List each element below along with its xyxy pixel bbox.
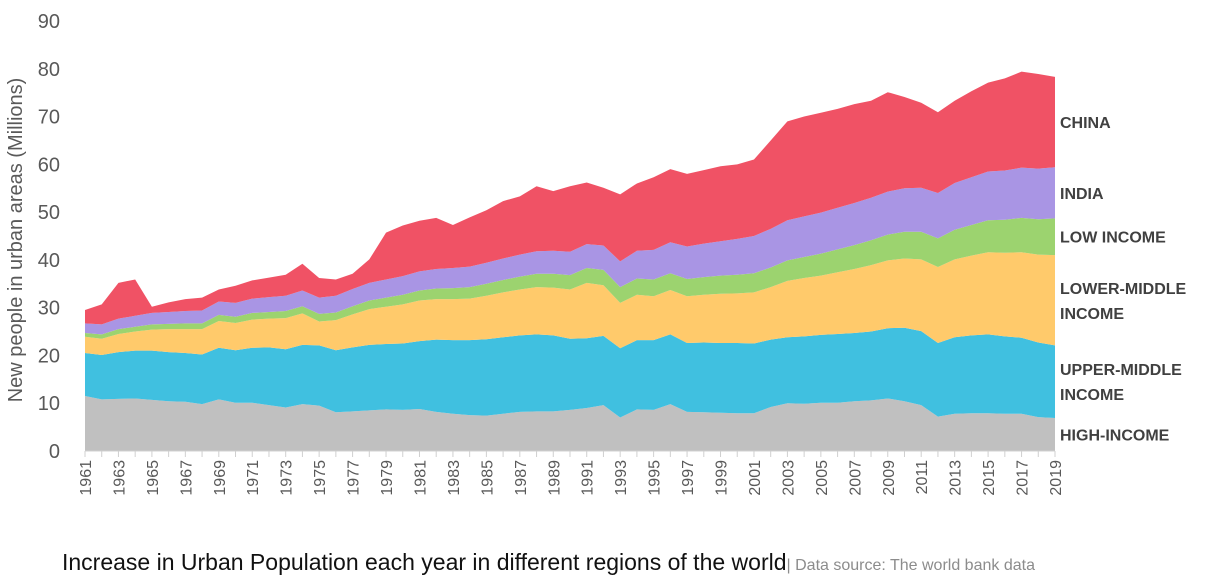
x-tick-label: 1979 xyxy=(379,460,396,496)
y-tick-label: 60 xyxy=(38,154,60,176)
y-tick-label: 30 xyxy=(38,298,60,320)
x-tick-label: 2009 xyxy=(881,460,898,496)
x-tick-label: 1975 xyxy=(312,460,329,496)
series-label-lower-middle-income: LOWER-MIDDLE xyxy=(1060,281,1187,298)
x-axis: 1961 1963 1965 1967 1969 1971 1973 1975 1977 1979… xyxy=(78,450,1065,496)
series-areas xyxy=(85,71,1055,451)
data-source-note: | Data source: The world bank data xyxy=(786,557,1035,574)
y-tick-label: 20 xyxy=(38,345,60,367)
series-label-low-income: LOW INCOME xyxy=(1060,230,1166,247)
series-label-upper-middle-income: UPPER-MIDDLE xyxy=(1060,362,1182,379)
chart-caption: Increase in Urban Population each year i… xyxy=(62,549,1035,576)
area-india xyxy=(85,167,1055,335)
series-label-upper-middle-income: INCOME xyxy=(1060,387,1124,404)
area-lower-middle-income xyxy=(85,252,1055,355)
series-label-china: CHINA xyxy=(1060,115,1111,132)
x-tick-label: 2005 xyxy=(814,460,831,496)
x-tick-label: 1963 xyxy=(111,460,128,496)
y-tick-label: 40 xyxy=(38,250,60,272)
series-label-lower-middle-income: INCOME xyxy=(1060,306,1124,323)
x-tick-label: 1973 xyxy=(279,460,296,496)
x-tick-label: 1993 xyxy=(613,460,630,496)
x-tick-label: 2003 xyxy=(780,460,797,496)
x-tick-label: 1961 xyxy=(78,460,95,496)
x-tick-label: 1995 xyxy=(647,460,664,496)
x-tick-label: 1989 xyxy=(546,460,563,496)
area-low-income xyxy=(85,217,1055,339)
x-tick-label: 1965 xyxy=(145,460,162,496)
area-high-income xyxy=(85,396,1055,451)
series-label-high-income: HIGH-INCOME xyxy=(1060,428,1170,445)
series-label-india: INDIA xyxy=(1060,186,1104,203)
x-tick-label: 1971 xyxy=(245,460,262,496)
x-tick-label: 2019 xyxy=(1048,460,1065,496)
x-tick-label: 1991 xyxy=(580,460,597,496)
x-tick-label: 1985 xyxy=(479,460,496,496)
x-tick-label: 2007 xyxy=(847,460,864,496)
y-axis: 0 10 20 30 40 50 60 70 80 90 xyxy=(38,11,60,463)
y-axis-label: New people in urban areas (Millions) xyxy=(5,78,27,403)
x-tick-label: 2015 xyxy=(981,460,998,496)
y-tick-label: 0 xyxy=(49,441,60,463)
x-tick-label: 1977 xyxy=(346,460,363,496)
chart-title: Increase in Urban Population each year i… xyxy=(62,549,787,575)
y-tick-label: 80 xyxy=(38,59,60,81)
x-tick-label: 1983 xyxy=(446,460,463,496)
x-tick-label: 2017 xyxy=(1015,460,1032,496)
x-tick-label: 1997 xyxy=(680,460,697,496)
y-tick-label: 70 xyxy=(38,107,60,129)
series-labels: HIGH-INCOME UPPER-MIDDLE INCOME LOWER-MIDDL… xyxy=(1060,115,1187,444)
x-tick-label: 2011 xyxy=(914,460,931,495)
area-upper-middle-income xyxy=(85,327,1055,419)
x-tick-label: 2013 xyxy=(948,460,965,496)
x-tick-label: 1981 xyxy=(412,460,429,496)
x-tick-label: 1987 xyxy=(513,460,530,496)
x-tick-label: 1969 xyxy=(212,460,229,496)
y-tick-label: 50 xyxy=(38,202,60,224)
y-tick-label: 90 xyxy=(38,11,60,33)
area-china xyxy=(85,71,1055,325)
x-tick-label: 1967 xyxy=(178,460,195,496)
x-tick-label: 1999 xyxy=(714,460,731,496)
x-tick-label: 2001 xyxy=(747,460,764,496)
y-tick-label: 10 xyxy=(38,393,60,415)
